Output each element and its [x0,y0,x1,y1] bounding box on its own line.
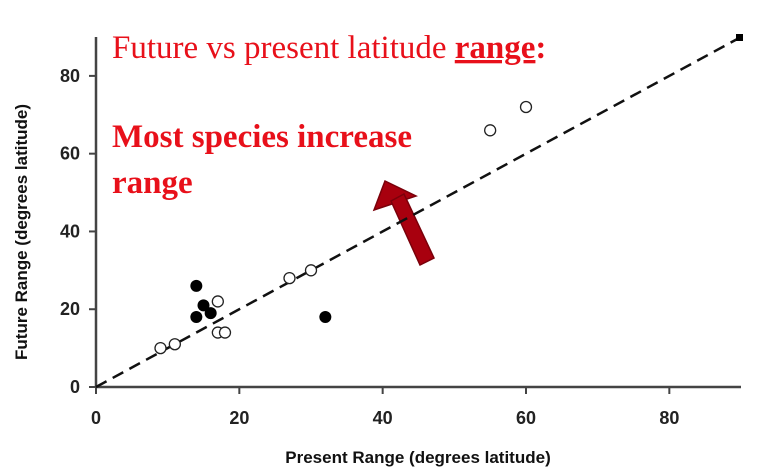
chart-title-suffix: : [535,30,546,66]
chart-title: Future vs present latitude range: [112,30,546,66]
increase-arrow-icon [372,179,435,267]
annotation-line-1: Most species increase [112,119,412,155]
y-axis-title: Future Range (degrees latitude) [12,104,31,360]
x-tick-label: 60 [516,408,536,428]
x-axis-title: Present Range (degrees latitude) [285,448,550,467]
open-data-point [218,326,232,339]
open-data-point [168,338,181,351]
chart-title-emphasis: range [455,30,536,66]
y-tick-label: 60 [60,144,80,164]
y-tick-label: 0 [70,377,80,397]
filled-data-point [190,279,203,292]
y-tick-label: 40 [60,221,80,241]
filled-data-point [197,299,210,312]
y-tick-label: 20 [60,299,80,319]
open-data-point [519,100,533,114]
x-tick-label: 20 [229,408,249,428]
open-data-point [304,264,318,277]
x-tick-label: 0 [91,408,101,428]
filled-data-point [190,311,203,323]
one-to-one-reference-line [95,35,742,389]
filled-data-point [736,34,743,41]
filled-data-point [319,311,332,323]
x-tick-label: 40 [373,408,393,428]
filled-data-point [204,307,217,320]
open-data-point [283,271,296,285]
chart-title-main: Future vs present latitude [112,30,455,66]
annotation-line-2: range [112,165,193,201]
x-tick-label: 80 [659,408,679,428]
open-data-point [211,295,224,308]
open-data-point [484,124,497,137]
open-data-point [154,341,167,355]
y-tick-label: 80 [60,66,80,86]
